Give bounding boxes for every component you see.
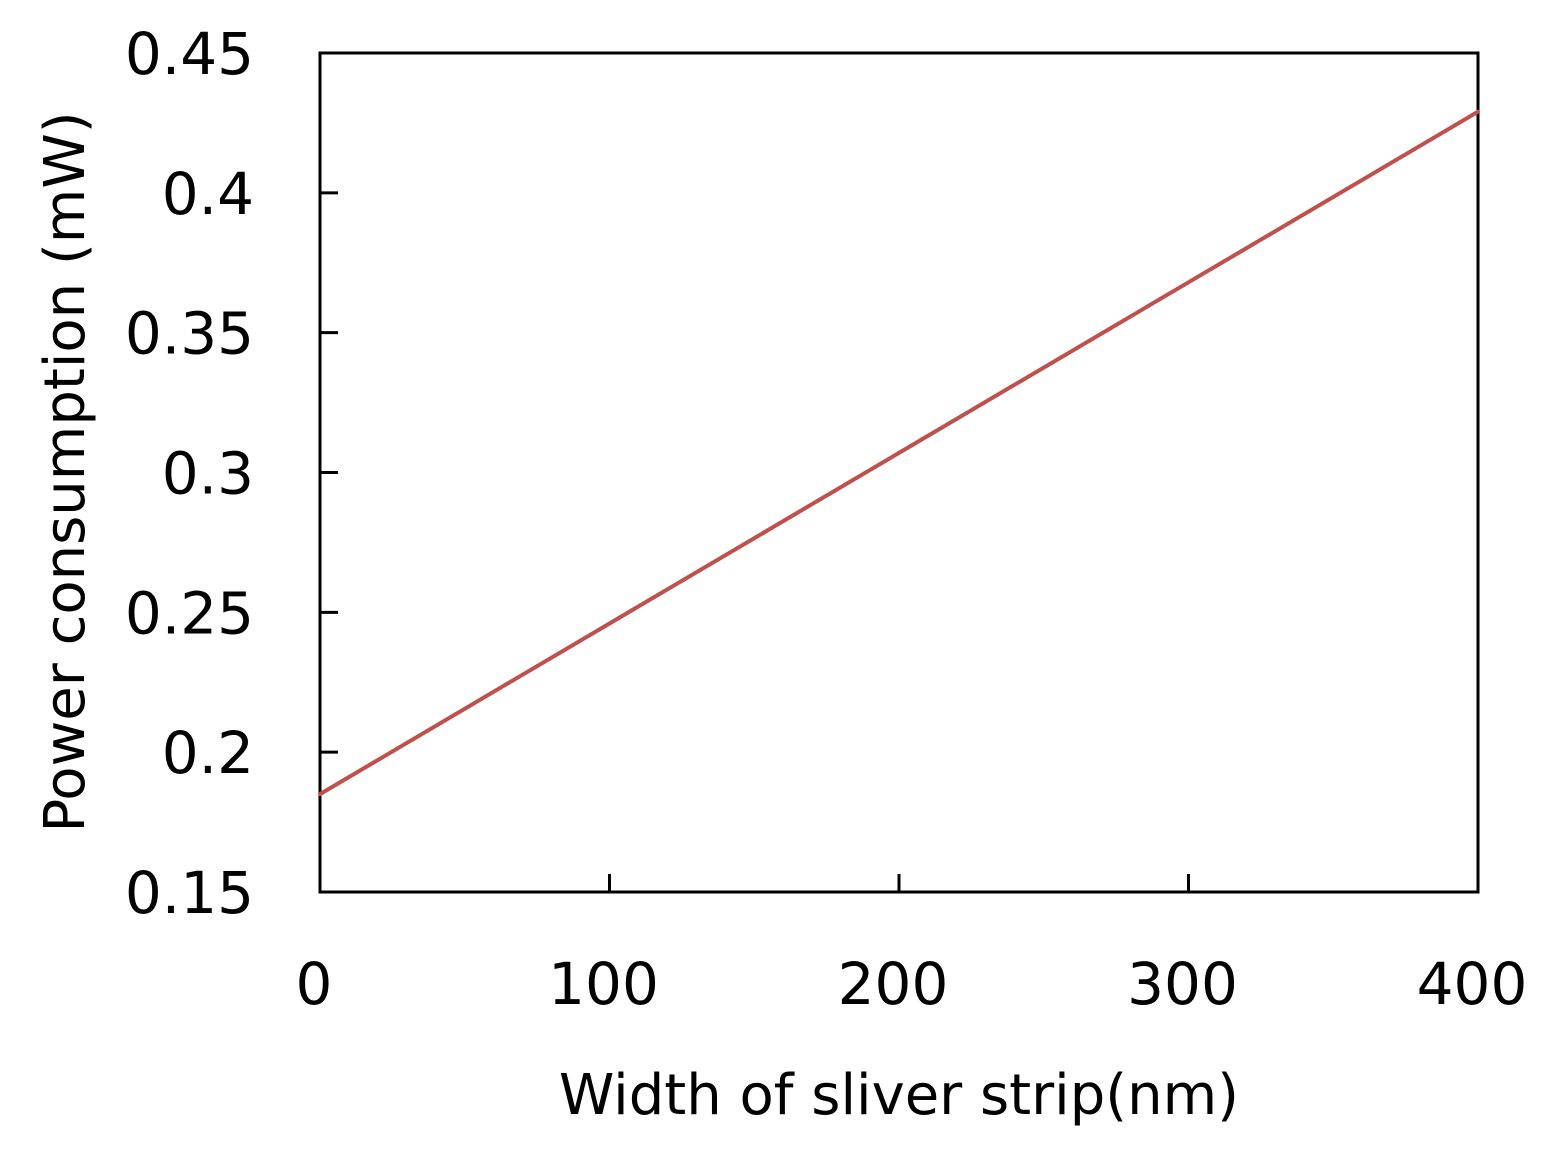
x-tick-label: 400	[1417, 950, 1528, 1018]
x-axis-title: Width of sliver strip(nm)	[559, 1063, 1239, 1128]
series-group	[318, 109, 1480, 797]
x-tick-label: 0	[296, 950, 333, 1018]
plot-frame	[318, 51, 1480, 894]
x-tick-label: 200	[838, 950, 949, 1018]
y-tick-label: 0.25	[125, 579, 254, 647]
axis-tick-labels: 0 100 200 300 400 0.15 0.2 0.25 0.3 0.35 0.4 0.45	[125, 20, 1528, 1018]
x-tick-label: 100	[548, 950, 659, 1018]
axis-ticks	[320, 191, 1190, 892]
y-tick-label: 0.3	[162, 440, 254, 508]
x-tick-label: 300	[1127, 950, 1238, 1018]
y-tick-label: 0.4	[162, 160, 254, 228]
y-tick-label: 0.45	[125, 20, 254, 88]
y-tick-label: 0.15	[125, 859, 254, 927]
series-line-0	[318, 109, 1480, 797]
y-axis-title: Power consumption (mW)	[33, 111, 98, 832]
y-tick-label: 0.2	[162, 719, 254, 787]
y-tick-label: 0.35	[125, 300, 254, 368]
